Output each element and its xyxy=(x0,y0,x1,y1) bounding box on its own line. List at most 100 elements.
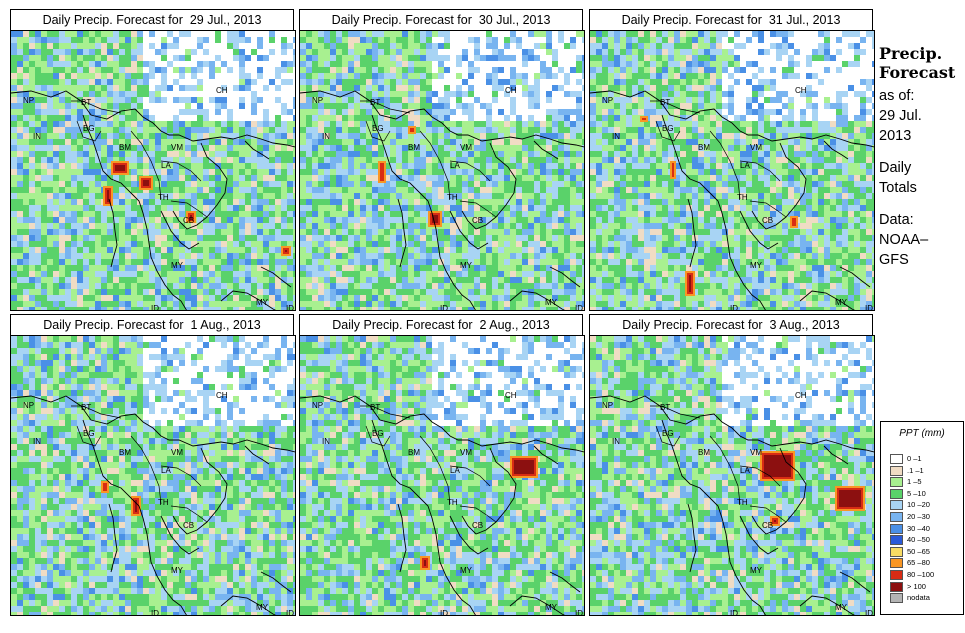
heavy-rain-cell xyxy=(115,165,125,171)
country-label: VM xyxy=(460,143,472,152)
country-label: MY xyxy=(256,298,269,307)
precip-map: NP BT BG IN BM VM CH LA TH CB MY ID MY ID xyxy=(10,30,296,311)
heavy-rain-cell xyxy=(642,118,646,120)
sidebar-title-line1: Precip. xyxy=(879,44,943,63)
country-label: MY xyxy=(750,566,763,575)
heavy-rain-cell xyxy=(424,560,426,566)
heavy-rain-cell xyxy=(143,180,149,186)
country-label: BG xyxy=(83,124,95,133)
country-label: VM xyxy=(750,448,762,457)
asof-line2: 29 Jul. xyxy=(879,108,922,124)
country-label: BT xyxy=(660,98,670,107)
sidebar-info: Precip. Forecast as of: 29 Jul. 2013 Dai… xyxy=(879,44,963,270)
heavy-rain-cell xyxy=(103,483,107,491)
country-label: BT xyxy=(370,98,380,107)
country-label: MY xyxy=(835,298,848,307)
country-label: BM xyxy=(698,448,710,457)
coastline xyxy=(300,90,584,310)
country-label: TH xyxy=(447,498,458,507)
country-label: ID xyxy=(151,304,159,310)
country-label: BG xyxy=(662,429,674,438)
data-line3: GFS xyxy=(879,252,909,268)
country-label: NP xyxy=(23,401,34,410)
legend-item: 50 –65 xyxy=(890,546,960,557)
heavy-rain-cell xyxy=(107,190,109,202)
country-label: CB xyxy=(183,216,194,225)
legend-label: nodata xyxy=(907,593,930,603)
country-label: NP xyxy=(23,96,34,105)
legend-swatch xyxy=(890,546,903,557)
precip-map: NP BT BG IN BM VM CH LA TH CB MY ID MY ID xyxy=(589,335,875,616)
heavy-rain-cell xyxy=(190,215,192,219)
legend-swatch xyxy=(890,465,903,476)
country-label: LA xyxy=(450,161,460,170)
heavy-rain-cell xyxy=(410,128,414,132)
country-label: BG xyxy=(662,124,674,133)
country-borders xyxy=(360,405,497,523)
country-label: CB xyxy=(762,216,773,225)
country-label: NP xyxy=(312,96,323,105)
country-label: MY xyxy=(545,603,558,612)
precip-map: NP BT BG IN BM VM CH LA TH CB MY ID MY ID xyxy=(10,335,296,616)
legend-item: 1 –5 xyxy=(890,477,960,488)
country-label: ID xyxy=(865,609,873,615)
country-label: TH xyxy=(737,193,748,202)
country-label: MY xyxy=(171,566,184,575)
legend-label: 50 –65 xyxy=(907,546,930,556)
legend-swatch xyxy=(890,558,903,569)
country-borders xyxy=(360,100,497,218)
country-label: MY xyxy=(750,261,763,270)
legend-item: 65 –80 xyxy=(890,558,960,569)
country-label: NP xyxy=(312,401,323,410)
heavy-rain-cell xyxy=(514,460,534,474)
country-label: VM xyxy=(460,448,472,457)
country-label: BM xyxy=(408,448,420,457)
country-label: VM xyxy=(171,448,183,457)
country-label: BG xyxy=(83,429,95,438)
country-label: TH xyxy=(447,193,458,202)
heavy-rain-cell xyxy=(285,250,287,252)
country-label: BM xyxy=(408,143,420,152)
country-label: NP xyxy=(602,401,613,410)
legend-swatch xyxy=(890,523,903,534)
legend-item: 40 –50 xyxy=(890,535,960,546)
coastline xyxy=(300,395,584,615)
country-label: BM xyxy=(698,143,710,152)
heavy-rain-cell xyxy=(764,455,791,477)
country-label: ID xyxy=(730,304,738,310)
country-label: CB xyxy=(762,521,773,530)
country-label: BT xyxy=(81,403,91,412)
country-label: CB xyxy=(472,216,483,225)
country-label: BT xyxy=(81,98,91,107)
country-label: MY xyxy=(171,261,184,270)
heavy-rain-cell xyxy=(135,500,137,512)
legend-swatch xyxy=(890,477,903,488)
country-label: ID xyxy=(730,609,738,615)
coastline xyxy=(590,90,874,310)
panel-title: Daily Precip. Forecast for 3 Aug., 2013 xyxy=(589,314,873,336)
country-label: LA xyxy=(161,466,171,475)
country-label: TH xyxy=(158,498,169,507)
heavy-rain-cell xyxy=(792,218,796,226)
country-label: CH xyxy=(795,391,807,400)
legend-swatch xyxy=(890,454,903,464)
heavy-rain-cell xyxy=(774,520,776,522)
legend-item: 80 –100 xyxy=(890,570,960,580)
legend-swatch xyxy=(890,500,903,511)
country-label: ID xyxy=(865,304,873,310)
daily-line1: Daily xyxy=(879,160,912,176)
legend-label: 30 –40 xyxy=(907,523,930,533)
country-borders xyxy=(650,100,787,218)
precip-map-graphic: NP BT BG IN BM VM CH LA TH CB MY ID MY ID xyxy=(300,336,584,615)
asof-line3: 2013 xyxy=(879,128,912,144)
legend-swatch xyxy=(890,570,903,580)
country-label: CB xyxy=(472,521,483,530)
country-label: MY xyxy=(460,261,473,270)
country-borders xyxy=(71,405,208,523)
legend-label: > 100 xyxy=(907,581,926,591)
legend-label: 20 –30 xyxy=(907,512,930,521)
panel-title: Daily Precip. Forecast for 2 Aug., 2013 xyxy=(299,314,583,336)
legend-label: 40 –50 xyxy=(907,535,930,545)
country-label: IN xyxy=(33,437,41,446)
country-label: BG xyxy=(372,124,384,133)
